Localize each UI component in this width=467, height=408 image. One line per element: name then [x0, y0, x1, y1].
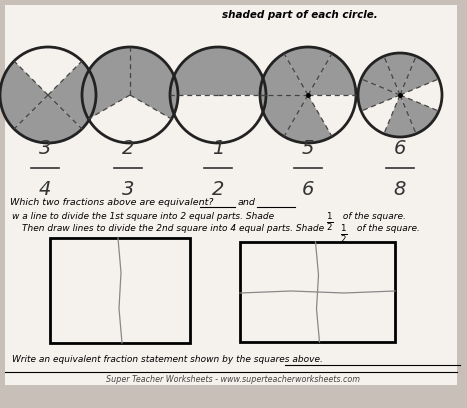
Text: of the square.: of the square.	[340, 212, 406, 221]
Wedge shape	[384, 53, 416, 95]
Bar	[240, 242, 395, 342]
Text: 1: 1	[212, 139, 224, 158]
Text: Then draw lines to divide the 2nd square into 4 equal parts. Shade: Then draw lines to divide the 2nd square…	[22, 224, 327, 233]
Wedge shape	[0, 61, 48, 129]
Wedge shape	[308, 53, 356, 95]
Text: Write an equivalent fraction statement shown by the squares above.: Write an equivalent fraction statement s…	[12, 355, 323, 364]
Wedge shape	[260, 95, 308, 137]
Text: and: and	[238, 198, 256, 207]
Text: $\frac{1}{2}$: $\frac{1}{2}$	[340, 223, 347, 245]
Text: Super Teacher Worksheets - www.superteacherworksheets.com: Super Teacher Worksheets - www.superteac…	[106, 375, 360, 384]
Text: 3: 3	[39, 139, 51, 158]
Bar	[50, 238, 190, 343]
Text: 4: 4	[39, 180, 51, 199]
Wedge shape	[14, 95, 82, 143]
Text: of the square.: of the square.	[354, 224, 420, 233]
Wedge shape	[170, 47, 266, 95]
Text: 3: 3	[122, 180, 134, 199]
Text: 2: 2	[122, 139, 134, 158]
Text: 8: 8	[394, 180, 406, 199]
Wedge shape	[284, 47, 332, 95]
Text: 2: 2	[212, 180, 224, 199]
Wedge shape	[260, 53, 308, 95]
Text: Which two fractions above are equivalent?: Which two fractions above are equivalent…	[10, 198, 213, 207]
Wedge shape	[284, 95, 332, 143]
Text: 6: 6	[302, 180, 314, 199]
Text: shaded part of each circle.: shaded part of each circle.	[222, 10, 378, 20]
Wedge shape	[384, 95, 416, 137]
Text: 6: 6	[394, 139, 406, 158]
Wedge shape	[400, 95, 439, 134]
Wedge shape	[48, 61, 96, 129]
Text: w a line to divide the 1st square into 2 equal parts. Shade: w a line to divide the 1st square into 2…	[12, 212, 277, 221]
Wedge shape	[358, 79, 400, 111]
Wedge shape	[82, 47, 130, 119]
Text: $\frac{1}{2}$: $\frac{1}{2}$	[326, 211, 333, 233]
Wedge shape	[361, 56, 400, 95]
Wedge shape	[130, 47, 178, 119]
Text: 5: 5	[302, 139, 314, 158]
Wedge shape	[400, 56, 439, 95]
